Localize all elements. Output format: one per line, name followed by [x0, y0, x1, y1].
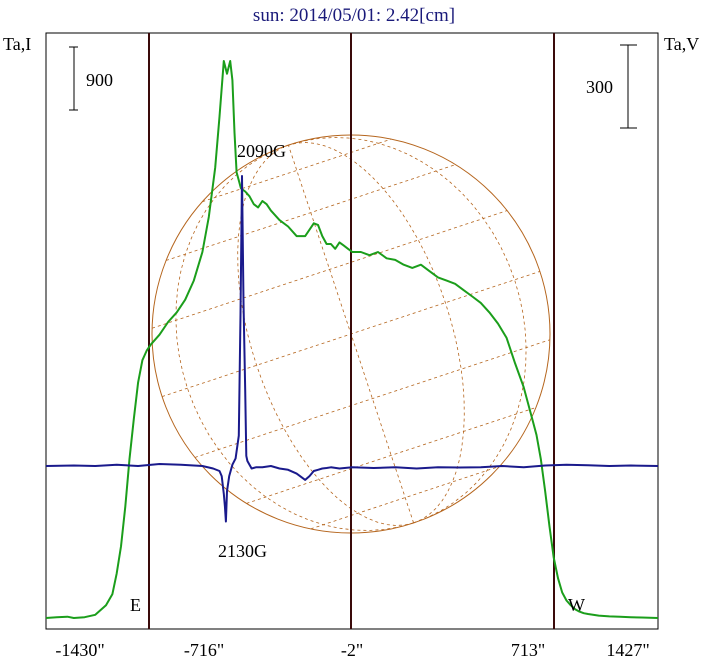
left-scale-bar — [69, 46, 78, 111]
parallel-line — [165, 164, 456, 261]
x-tick-label: 713" — [511, 640, 545, 660]
parallel-line — [310, 465, 500, 530]
annotation-2130G: 2130G — [218, 541, 267, 561]
east-label: E — [130, 595, 141, 615]
series-ta-v-line — [45, 175, 659, 523]
series-layer — [45, 60, 659, 619]
x-tick-label: -1430" — [55, 640, 104, 660]
left-scale-bar-label: 900 — [86, 70, 113, 90]
west-label: W — [568, 595, 585, 615]
meridian-line — [288, 142, 465, 524]
x-tick-label: -716" — [184, 640, 224, 660]
series-ta-i-line — [45, 60, 659, 619]
meridian-line — [288, 137, 527, 524]
right-scale-bar-label: 300 — [586, 77, 613, 97]
left-axis-label: Ta,I — [3, 34, 31, 54]
parallel-line — [194, 339, 551, 458]
parallel-line — [246, 407, 537, 504]
parallel-line — [151, 210, 508, 329]
annotation-2090G: 2090G — [237, 141, 286, 161]
right-axis-label: Ta,V — [664, 34, 699, 54]
vertical-reference-lines — [148, 33, 555, 629]
parallel-line — [202, 138, 392, 203]
chart-title: sun: 2014/05/01: 2.42[cm] — [253, 5, 455, 26]
right-scale-bar — [620, 44, 637, 129]
x-tick-labels: -1430" -716" -2" 713" 1427" — [55, 640, 649, 660]
x-tick-label: 1427" — [606, 640, 649, 660]
meridian-line — [237, 144, 414, 526]
x-tick-label: -2" — [341, 640, 363, 660]
